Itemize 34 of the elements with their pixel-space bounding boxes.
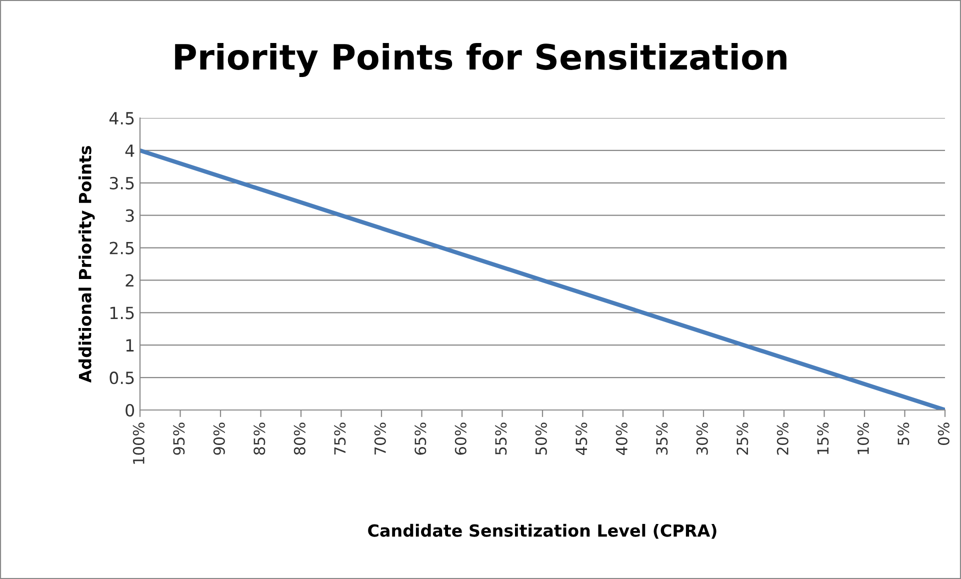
x-tick-label: 55% xyxy=(495,422,507,455)
x-tick-label: 95% xyxy=(173,422,185,455)
y-tick-label: 2 xyxy=(126,274,134,287)
x-tick-label: 100% xyxy=(132,422,144,464)
x-tick-label: 60% xyxy=(454,422,466,455)
y-tick-label: 1 xyxy=(126,339,134,352)
chart-title: Priority Points for Sensitization xyxy=(175,43,786,77)
x-tick-label: 85% xyxy=(254,422,266,455)
x-tick-label: 10% xyxy=(857,422,869,454)
y-tick-label: 4 xyxy=(125,144,134,157)
x-tick-label: 45% xyxy=(576,422,588,456)
x-tick-label: 40% xyxy=(616,422,628,456)
x-tick-label: 20% xyxy=(776,422,788,455)
y-tick-label: 3 xyxy=(126,209,134,222)
x-tick-label: 80% xyxy=(294,422,306,455)
x-tick-label: 25% xyxy=(736,422,748,455)
y-tick-label: 0.5 xyxy=(110,372,134,384)
y-axis-title: Additional Priority Points xyxy=(78,146,95,383)
x-tick-label: 50% xyxy=(535,422,547,455)
x-tick-label: 75% xyxy=(334,422,346,455)
x-tick-label: 70% xyxy=(374,422,386,455)
y-tick-label: 1.5 xyxy=(110,306,134,320)
y-tick-label: 0 xyxy=(126,404,134,417)
y-tick-label: 2.5 xyxy=(110,242,134,254)
x-tick-label: 35% xyxy=(656,422,668,455)
x-tick-label: 15% xyxy=(817,422,829,454)
x-tick-label: 5% xyxy=(898,422,910,445)
x-tick-label: 30% xyxy=(696,422,708,455)
x-tick-label: 90% xyxy=(213,422,225,455)
x-axis-title: Candidate Sensitization Level (CPRA) xyxy=(368,524,716,539)
y-tick-label: 3.5 xyxy=(110,176,134,190)
y-tick-label: 4.5 xyxy=(109,112,134,125)
x-tick-label: 0% xyxy=(938,422,950,446)
x-tick-label: 65% xyxy=(414,422,426,455)
